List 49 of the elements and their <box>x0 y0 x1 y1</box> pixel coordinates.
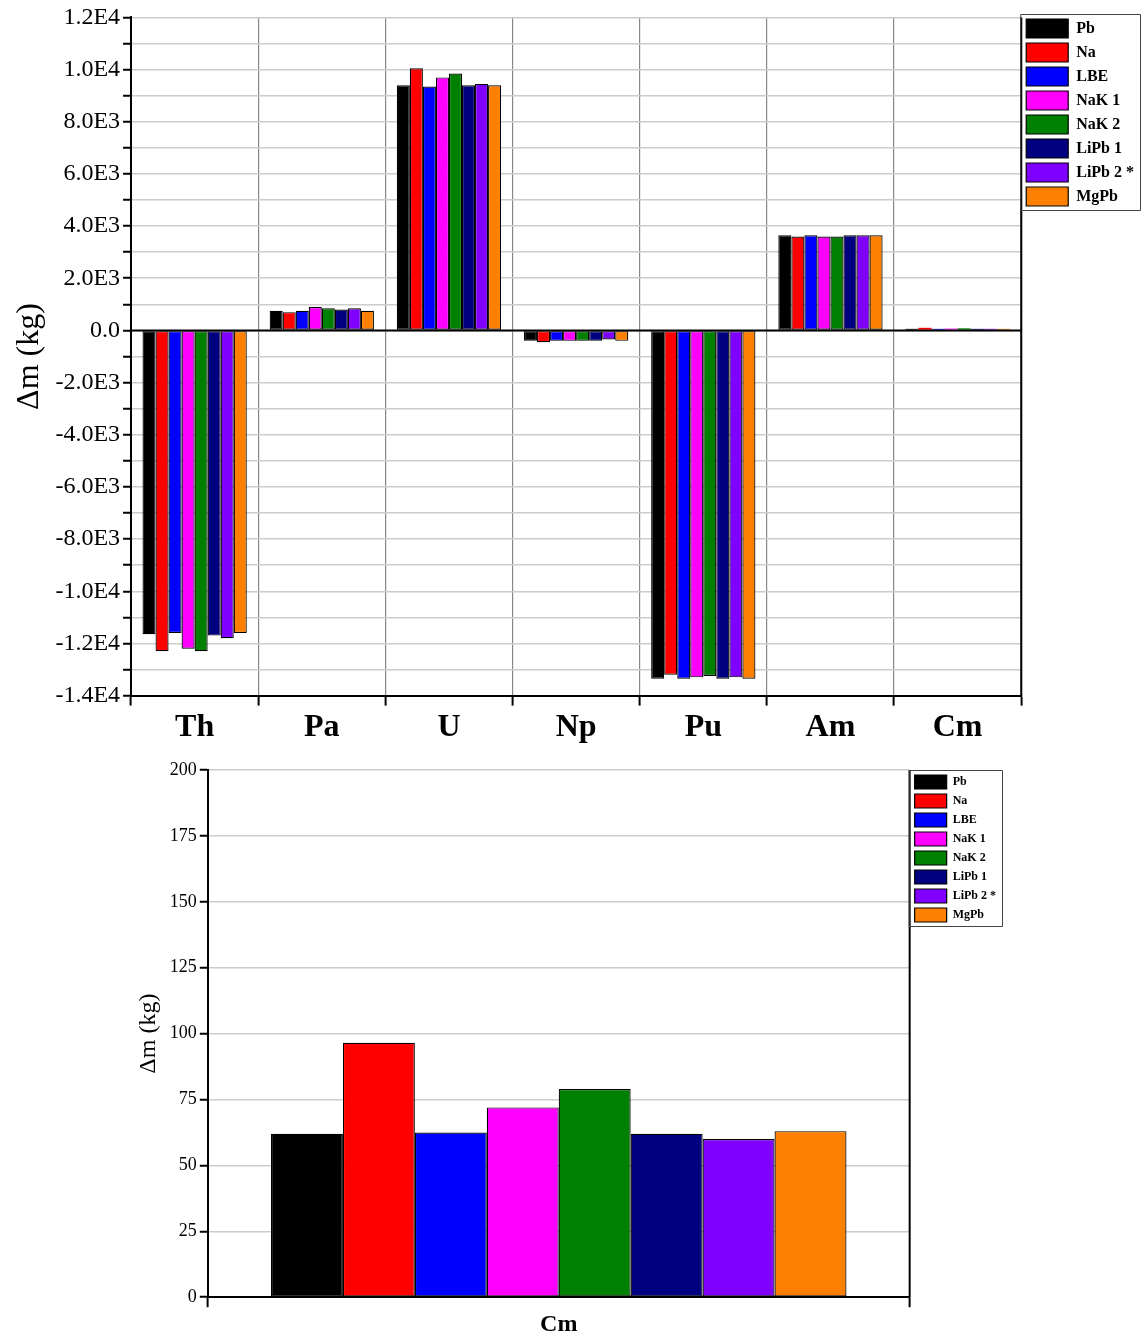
legend-label: LBE <box>952 812 977 827</box>
legend-label: LiPb 1 <box>952 869 987 884</box>
legend-label: MgPb <box>952 907 985 922</box>
legend-label: Pb <box>952 774 967 789</box>
x-tick-label: U <box>437 707 461 744</box>
legend-label: LiPb 1 <box>1076 138 1123 156</box>
legend-label: NaK 1 <box>1076 90 1121 108</box>
x-tick-label: Cm <box>540 1309 578 1336</box>
x-tick-label: Th <box>175 707 215 744</box>
y-tick-label: 2.0E3 <box>63 263 121 290</box>
y-tick-label: -8.0E3 <box>55 524 121 551</box>
legend-label: NaK 2 <box>952 850 986 865</box>
legend-label: LiPb 2 * <box>1076 162 1135 180</box>
x-tick-label: Cm <box>932 707 983 744</box>
x-tick-label: Np <box>555 707 597 744</box>
y-tick-label: 75 <box>178 1088 197 1109</box>
y-axis-title: Δm (kg) <box>133 993 160 1074</box>
legend-label: Na <box>952 793 968 808</box>
y-tick-label: 1.2E4 <box>63 2 121 29</box>
y-tick-label: -6.0E3 <box>55 472 121 499</box>
y-tick-label: 125 <box>169 956 197 977</box>
legend-label: Na <box>1076 42 1096 60</box>
y-tick-label: 200 <box>169 758 197 779</box>
legend-label: NaK 1 <box>952 831 986 846</box>
y-tick-label: 0.0 <box>90 315 121 342</box>
y-tick-label: 175 <box>169 824 197 845</box>
legend-label: LiPb 2 * <box>952 888 996 903</box>
y-tick-label: 6.0E3 <box>63 159 121 186</box>
y-tick-label: 150 <box>169 890 197 911</box>
y-tick-label: 0 <box>187 1285 197 1306</box>
legend-label: NaK 2 <box>1076 114 1121 132</box>
y-tick-label: 50 <box>178 1154 197 1175</box>
y-tick-label: 25 <box>178 1220 197 1241</box>
y-tick-label: -4.0E3 <box>55 420 121 447</box>
legend-label: Pb <box>1076 18 1095 36</box>
y-tick-label: 100 <box>169 1022 197 1043</box>
y-axis-title: Δm (kg) <box>8 303 45 410</box>
y-tick-label: 4.0E3 <box>63 211 121 238</box>
x-tick-label: Pa <box>304 707 340 744</box>
legend-label: LBE <box>1076 66 1109 84</box>
y-tick-label: -1.4E4 <box>55 680 121 707</box>
y-tick-label: 8.0E3 <box>63 107 121 134</box>
y-tick-label: -2.0E3 <box>55 367 121 394</box>
legend-label: MgPb <box>1076 186 1119 205</box>
y-tick-label: -1.2E4 <box>55 628 121 655</box>
y-tick-label: 1.0E4 <box>63 54 121 81</box>
y-tick-label: -1.0E4 <box>55 576 121 603</box>
x-tick-label: Pu <box>684 707 722 744</box>
x-tick-label: Am <box>805 707 856 744</box>
